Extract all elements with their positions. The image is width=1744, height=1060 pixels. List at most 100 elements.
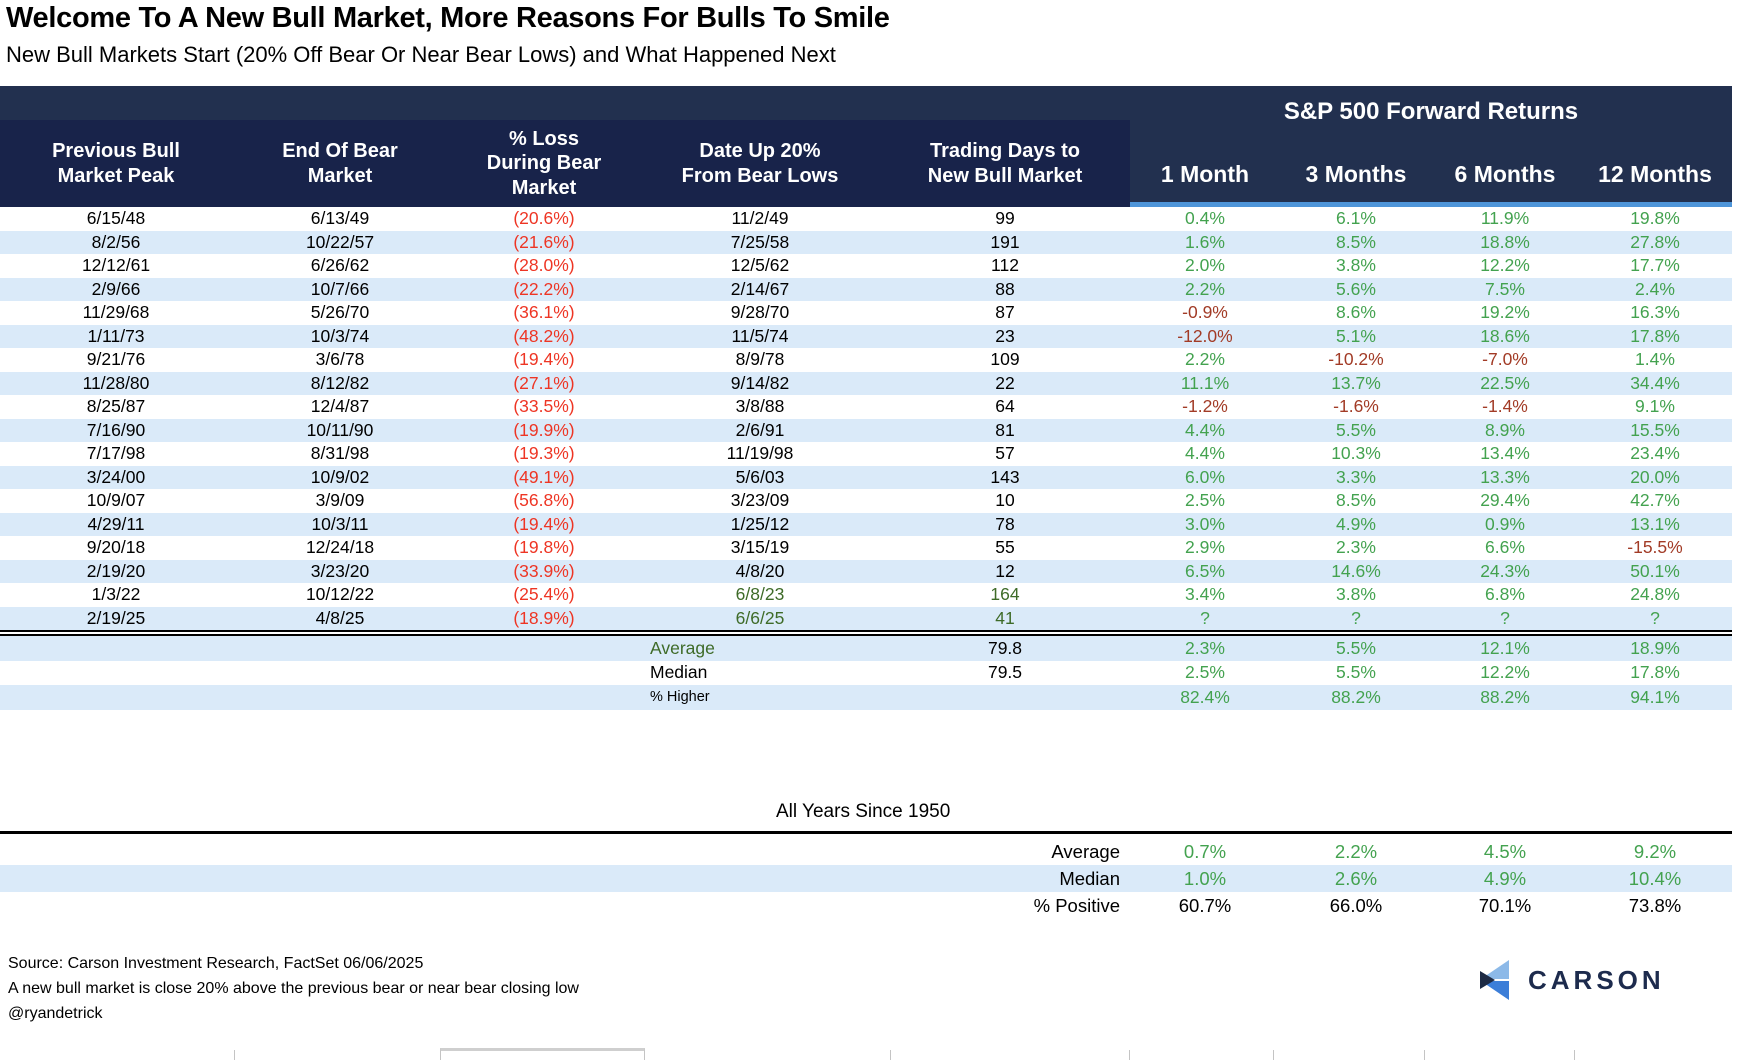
summary-row: % Higher 82.4% 88.2% 88.2% 94.1% — [0, 685, 1732, 710]
column-header-loss: % Loss During Bear Market — [486, 127, 602, 199]
cell-date-up20: 9/28/70 — [730, 302, 790, 323]
cell-trading-days: 88 — [995, 278, 1015, 299]
cell-1m: 0.4% — [1185, 208, 1225, 229]
cell-3m: 2.6% — [1334, 867, 1378, 889]
cell-loss: (36.1%) — [513, 302, 575, 323]
cell-3m: 13.7% — [1331, 372, 1381, 393]
cell-6m: 12.2% — [1480, 662, 1530, 683]
cell-bear-end: 5/26/70 — [310, 302, 370, 323]
cell-trading-days: 99 — [995, 208, 1015, 229]
cell-12m: 18.9% — [1630, 637, 1680, 658]
cell-1m: 3.0% — [1185, 513, 1225, 534]
cell-3m: 5.1% — [1336, 325, 1376, 346]
cell-peak: 6/15/48 — [86, 208, 146, 229]
cell-1m: 4.4% — [1185, 419, 1225, 440]
cell-peak: 8/25/87 — [86, 396, 146, 417]
cell-peak: 3/24/00 — [86, 466, 146, 487]
table-row: 7/16/90 10/11/90 (19.9%) 2/6/91 81 4.4% 5.5% 8.… — [0, 418, 1732, 442]
cell-loss: (19.8%) — [513, 537, 575, 558]
cell-trading-days: 143 — [990, 466, 1020, 487]
cell-trading-days: 10 — [995, 490, 1015, 511]
table-row: 11/29/68 5/26/70 (36.1%) 9/28/70 87 -0.9% 8.6%… — [0, 301, 1732, 325]
cell-12m: 1.4% — [1635, 349, 1675, 370]
cell-trading-days: 87 — [995, 302, 1015, 323]
table-row: 2/9/66 10/7/66 (22.2%) 2/14/67 88 2.2% 5.6% 7.5… — [0, 277, 1732, 301]
cell-6m: 88.2% — [1480, 686, 1530, 707]
page-subtitle: New Bull Markets Start (20% Off Bear Or … — [6, 42, 836, 67]
cell-6m: 8.9% — [1485, 419, 1525, 440]
cell-12m: 9.1% — [1635, 396, 1675, 417]
cell-bear-end: 8/31/98 — [310, 443, 370, 464]
cell-6m: 29.4% — [1480, 490, 1530, 511]
cell-trading-days: 81 — [995, 419, 1015, 440]
table-row: 8/25/87 12/4/87 (33.5%) 3/8/88 64 -1.2% -1.6% -… — [0, 395, 1732, 419]
cell-peak: 7/17/98 — [86, 443, 146, 464]
cell-1m: -1.2% — [1182, 396, 1228, 417]
column-header-peak: Previous Bull Market Peak — [52, 140, 180, 187]
cell-trading-days: 64 — [995, 396, 1015, 417]
source-line: Source: Carson Investment Research, Fact… — [8, 955, 424, 972]
cell-bear-end: 10/7/66 — [310, 278, 370, 299]
cell-6m: -7.0% — [1482, 349, 1528, 370]
cell-bear-end: 3/6/78 — [315, 349, 365, 370]
cell-12m: 42.7% — [1630, 490, 1680, 511]
cell-peak: 9/20/18 — [86, 537, 146, 558]
cell-bear-end: 3/9/09 — [315, 490, 365, 511]
cell-6m: 11.9% — [1480, 208, 1530, 229]
cell-3m: 3.3% — [1336, 466, 1376, 487]
cell-date-up20: 11/5/74 — [731, 325, 789, 346]
cell-3m: -1.6% — [1333, 396, 1379, 417]
cell-loss: (21.6%) — [513, 231, 575, 252]
cell-border-tick — [1273, 1050, 1274, 1060]
cell-12m: 50.1% — [1630, 560, 1680, 581]
cell-bear-end: 6/26/62 — [310, 255, 370, 276]
cell-date-up20: 4/8/20 — [735, 560, 785, 581]
cell-3m: 4.9% — [1336, 513, 1376, 534]
cell-border-tick — [1129, 1050, 1130, 1060]
cell-3m: 88.2% — [1331, 686, 1381, 707]
cell-loss: (19.4%) — [513, 513, 575, 534]
cell-loss: (28.0%) — [513, 255, 575, 276]
cell-trading-days: 55 — [995, 537, 1015, 558]
cell-6m: 12.1% — [1480, 637, 1530, 658]
carson-logo-text: CARSON — [1528, 964, 1665, 995]
cell-12m: 17.7% — [1630, 255, 1680, 276]
cell-3m: 2.2% — [1334, 840, 1378, 862]
cell-6m: 24.3% — [1480, 560, 1530, 581]
cell-loss: (19.3%) — [513, 443, 575, 464]
cell-date-up20: 2/6/91 — [735, 419, 785, 440]
summary-row: Average 79.8 2.3% 5.5% 12.1% 18.9% — [0, 636, 1732, 661]
cell-12m: 16.3% — [1630, 302, 1680, 323]
cell-date-up20: 3/23/09 — [730, 490, 790, 511]
cell-date-up20: 1/25/12 — [730, 513, 790, 534]
summary-label: % Higher — [650, 689, 710, 706]
cell-loss: (19.4%) — [513, 349, 575, 370]
cell-6m: 12.2% — [1480, 255, 1530, 276]
cell-date-up20: 3/15/19 — [730, 537, 790, 558]
all-years-label: Average — [1051, 840, 1120, 862]
cell-bear-end: 10/22/57 — [305, 231, 375, 252]
cell-1m: 3.4% — [1185, 584, 1225, 605]
all-years-label: % Positive — [1033, 894, 1120, 916]
cell-peak: 7/16/90 — [86, 419, 146, 440]
cell-3m: -10.2% — [1328, 349, 1384, 370]
cell-date-up20: 3/8/88 — [735, 396, 785, 417]
cell-peak: 11/28/80 — [82, 372, 150, 393]
all-years-rows: Average 0.7% 2.2% 4.5% 9.2% Median 1.0% 2.6% 4.9… — [0, 838, 1732, 919]
cell-3m: 10.3% — [1331, 443, 1381, 464]
cell-1m: 60.7% — [1178, 894, 1232, 916]
cell-peak: 10/9/07 — [86, 490, 146, 511]
cell-3m: 5.5% — [1336, 637, 1376, 658]
accent-underline — [1130, 202, 1732, 207]
cell-1m: 0.7% — [1183, 840, 1227, 862]
column-header-1m: 1 Month — [1160, 160, 1250, 187]
column-header-block — [0, 120, 1130, 207]
table-row: 6/15/48 6/13/49 (20.6%) 11/2/49 99 0.4% 6.1% 11… — [0, 207, 1732, 231]
data-rows: 6/15/48 6/13/49 (20.6%) 11/2/49 99 0.4% 6.1% 11… — [0, 207, 1732, 630]
cell-12m: 2.4% — [1635, 278, 1675, 299]
cell-1m: 1.6% — [1185, 231, 1225, 252]
cell-bear-end: 10/9/02 — [310, 466, 370, 487]
cell-trading-days: 57 — [995, 443, 1015, 464]
cell-1m: ? — [1200, 607, 1210, 628]
all-years-row: Average 0.7% 2.2% 4.5% 9.2% — [0, 838, 1732, 865]
